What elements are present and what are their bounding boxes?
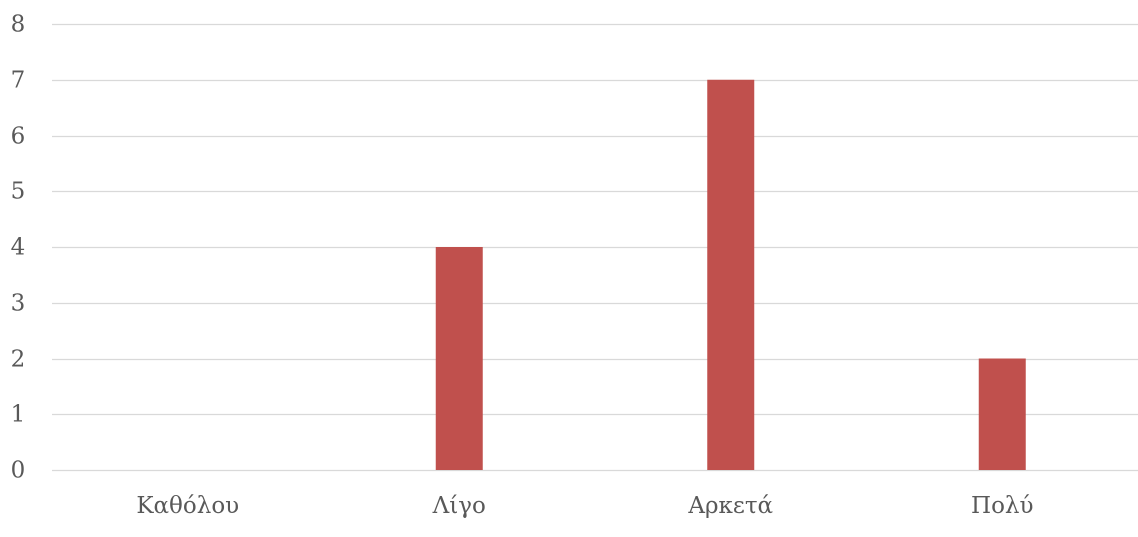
bar <box>435 247 483 470</box>
y-tick-label: 7 <box>11 68 26 94</box>
x-category-label: Λίγο <box>432 493 486 519</box>
bar <box>707 79 755 470</box>
y-tick-label: 1 <box>11 402 26 428</box>
y-axis-tick-labels: 0 1 2 3 4 5 6 7 8 <box>11 12 26 484</box>
x-category-label: Καθόλου <box>136 493 239 519</box>
y-tick-label: 4 <box>11 235 26 261</box>
bar <box>978 358 1026 470</box>
y-tick-label: 6 <box>11 124 26 150</box>
y-tick-label: 0 <box>11 458 26 484</box>
x-axis-category-labels: Καθόλου Λίγο Αρκετά Πολύ <box>136 493 1033 519</box>
x-category-label: Αρκετά <box>687 493 773 519</box>
x-category-label: Πολύ <box>971 493 1033 519</box>
gridlines <box>52 23 1138 472</box>
y-tick-label: 3 <box>11 291 26 317</box>
y-tick-label: 8 <box>11 12 26 38</box>
y-tick-label: 5 <box>11 179 26 205</box>
bars <box>435 79 1026 470</box>
y-tick-label: 2 <box>11 347 26 373</box>
